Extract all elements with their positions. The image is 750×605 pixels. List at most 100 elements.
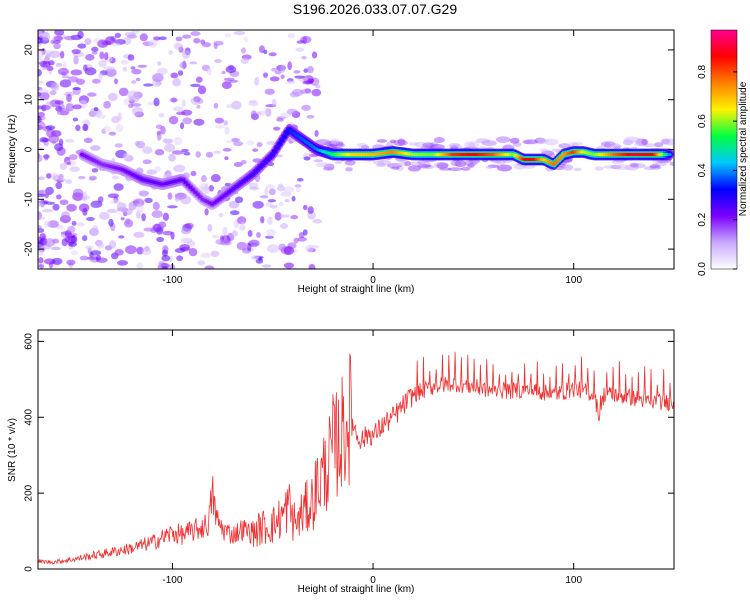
noise-blob [182, 117, 193, 125]
noise-blob [132, 200, 140, 204]
noise-blob [44, 154, 49, 161]
noise-blob [125, 245, 137, 255]
noise-blob [169, 97, 179, 103]
noise-blob [274, 211, 282, 221]
noise-blob [162, 230, 173, 236]
noise-blob [213, 43, 218, 50]
noise-blob [161, 249, 168, 257]
noise-blob [629, 162, 639, 168]
noise-blob [156, 132, 162, 141]
noise-blob [65, 179, 73, 184]
noise-blob [214, 124, 226, 129]
noise-blob [67, 76, 79, 83]
noise-blob [38, 61, 44, 65]
noise-blob [312, 218, 323, 224]
noise-blob [295, 47, 305, 52]
noise-blob [287, 33, 295, 39]
noise-blob [283, 262, 294, 269]
noise-blob [207, 223, 213, 232]
noise-blob [99, 211, 110, 220]
noise-blob [447, 167, 463, 172]
noise-blob [152, 73, 164, 83]
noise-blob [38, 115, 42, 124]
noise-blob [256, 142, 263, 148]
ridge-core [190, 188, 196, 192]
noise-blob [297, 236, 307, 242]
noise-blob [128, 201, 137, 211]
noise-blob [233, 30, 246, 36]
noise-blob [73, 55, 79, 65]
noise-blob [82, 191, 88, 199]
noise-blob [139, 33, 148, 42]
noise-blob [175, 36, 183, 42]
ridge-core [284, 131, 289, 135]
noise-blob [223, 120, 228, 126]
noise-blob [93, 106, 99, 112]
noise-blob [54, 143, 64, 152]
noise-blob [215, 239, 225, 245]
colorbar: 0.0 0.2 0.4 0.6 0.8 Normalized spectral ampl… [697, 29, 749, 276]
noise-blob [172, 78, 182, 87]
noise-blob [181, 99, 186, 108]
noise-blob [66, 259, 76, 266]
noise-blob [116, 202, 127, 211]
noise-blob [40, 104, 51, 111]
noise-blob [41, 31, 51, 41]
noise-blob [241, 47, 246, 54]
noise-blob [90, 202, 99, 208]
ridge-core [258, 165, 263, 169]
noise-blob [115, 124, 124, 133]
noise-blob [269, 76, 280, 82]
ridge-core [185, 183, 191, 187]
noise-blob [144, 197, 153, 204]
noise-blob [98, 72, 104, 80]
noise-blob [248, 101, 259, 107]
noise-blob [38, 200, 45, 207]
noise-blob [314, 130, 319, 137]
noise-blob [114, 32, 122, 38]
noise-blob [46, 173, 52, 179]
noise-blob [91, 46, 99, 53]
noise-blob [146, 169, 158, 175]
noise-blob [229, 210, 240, 216]
ridge-core [274, 146, 280, 150]
noise-blob [252, 200, 264, 209]
noise-blob [201, 42, 212, 48]
noise-blob [259, 195, 269, 199]
noise-blob [84, 67, 97, 76]
noise-blob [72, 188, 84, 198]
noise-blob [38, 193, 46, 198]
noise-blob [176, 111, 186, 116]
noise-blob [53, 35, 63, 42]
noise-blob [279, 201, 284, 207]
noise-blob [90, 250, 102, 256]
noise-blob [114, 143, 123, 148]
noise-blob [653, 142, 664, 148]
noise-blob [154, 166, 161, 173]
noise-blob [44, 220, 51, 228]
noise-blob [283, 186, 295, 194]
noise-blob [210, 250, 220, 258]
noise-blob [669, 161, 674, 167]
noise-blob [247, 230, 253, 238]
noise-blob [38, 264, 45, 269]
noise-blob [200, 252, 212, 259]
noise-blob [562, 164, 574, 171]
noise-blob [197, 260, 206, 266]
noise-blob [136, 204, 144, 213]
spectrogram-ytick-label: -20 [24, 241, 35, 256]
noise-blob [233, 141, 244, 147]
noise-blob [196, 104, 201, 109]
noise-blob [38, 80, 44, 85]
ridge-core [193, 190, 198, 194]
noise-blob [122, 67, 128, 72]
noise-blob [158, 36, 167, 41]
noise-blob [193, 37, 201, 44]
noise-blob [138, 190, 150, 197]
noise-blob [233, 162, 243, 167]
noise-blob [77, 30, 84, 39]
snr-series-line [38, 351, 674, 565]
noise-blob [43, 50, 55, 55]
noise-blob [92, 78, 101, 84]
noise-blob [273, 126, 281, 131]
